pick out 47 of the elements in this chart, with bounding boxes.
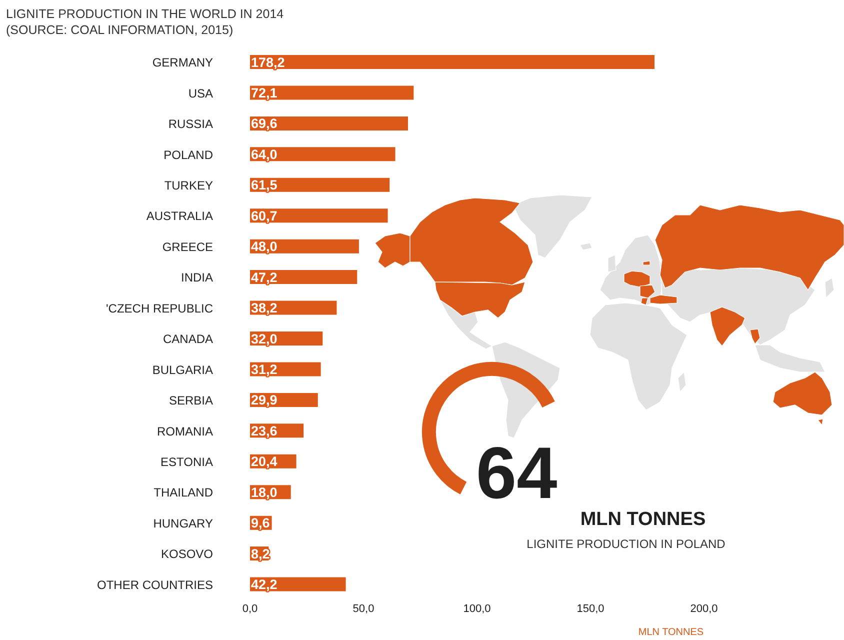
data-label: 69,6 [251, 116, 278, 132]
annotation: LIGNITE PRODUCTION IN POLAND [526, 537, 726, 551]
bar [250, 55, 655, 69]
y-tick-label: GREECE [162, 240, 213, 254]
y-tick-label: AUSTRALIA [146, 209, 213, 224]
data-label: 31,2 [251, 362, 278, 378]
data-label: 178,2 [251, 54, 285, 70]
x-tick-label: 50,0 [352, 602, 374, 615]
data-label: 20,4 [251, 454, 278, 470]
x-tick-label: 200,0 [690, 602, 718, 615]
data-label: 23,6 [251, 423, 278, 438]
y-tick-label: INDIA [180, 270, 213, 285]
y-tick-label: OTHER COUNTRIES [96, 578, 213, 592]
y-tick-label: 'CZECH REPUBLIC [106, 301, 214, 316]
data-label: 60,7 [251, 208, 278, 224]
data-label: 48,0 [251, 239, 278, 254]
data-label: 61,5 [251, 178, 278, 193]
data-label: 38,2 [251, 300, 278, 316]
y-tick-label: POLAND [164, 148, 214, 162]
data-label: 18,0 [251, 484, 278, 500]
x-tick-label: 0,0 [242, 602, 258, 615]
x-tick-label: 150,0 [576, 602, 604, 615]
data-label: 9,6 [251, 516, 270, 531]
annotation: MLN TONNES [580, 509, 706, 530]
text: LIGNITE PRODUCTION IN THE WORLD IN 2014 [6, 7, 284, 21]
text: (SOURCE: COAL INFORMATION, 2015) [6, 23, 234, 37]
y-tick-label: ROMANIA [156, 424, 213, 438]
y-tick-label: GERMANY [152, 56, 213, 70]
data-label: 29,9 [251, 392, 278, 408]
y-tick-label: TURKEY [164, 178, 213, 193]
x-tick-label: 100,0 [463, 602, 491, 615]
data-label: 32,0 [251, 331, 278, 346]
y-tick-label: ESTONIA [160, 455, 213, 470]
x-axis-title: MLN TONNES [637, 627, 705, 638]
y-tick-label: USA [188, 86, 213, 100]
data-label: 72,1 [251, 86, 278, 101]
data-label: 64,0 [251, 146, 278, 162]
y-tick-label: RUSSIA [168, 117, 213, 132]
data-label: 42,2 [251, 577, 278, 592]
y-tick-label: SERBIA [168, 394, 213, 408]
y-tick-label: BULGARIA [152, 362, 213, 377]
data-label: 47,2 [251, 270, 278, 285]
annotation: 64 [476, 433, 558, 514]
y-tick-label: KOSOVO [160, 547, 213, 562]
y-tick-label: HUNGARY [153, 516, 213, 530]
y-tick-label: CANADA [162, 332, 213, 346]
y-tick-label: THAILAND [154, 486, 214, 500]
